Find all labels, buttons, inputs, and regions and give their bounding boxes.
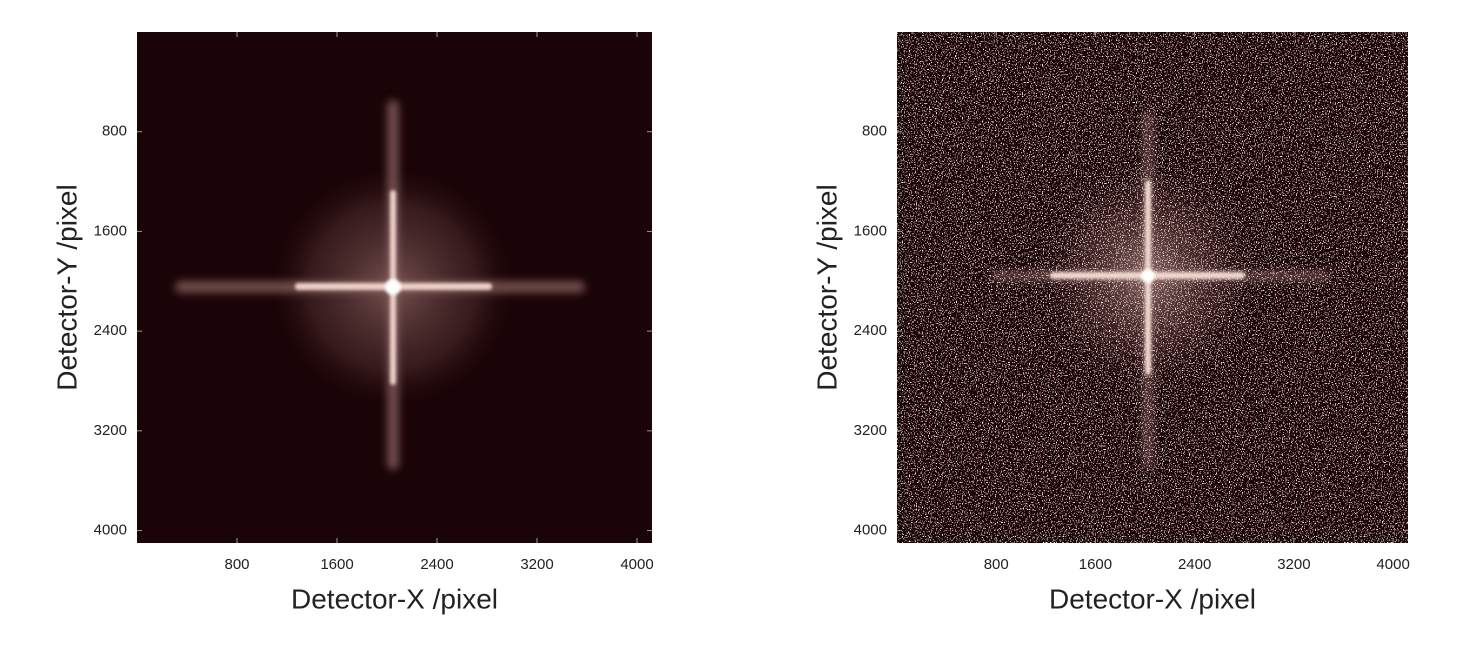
x-tick-label: 800 bbox=[984, 556, 1009, 573]
y-axis-label: Detector-Y /pixel bbox=[51, 184, 82, 390]
y-tick-label: 4000 bbox=[94, 522, 127, 539]
y-tick-label: 3200 bbox=[94, 422, 127, 439]
x-tick-label: 1600 bbox=[1079, 556, 1112, 573]
y-tick-label: 4000 bbox=[854, 522, 887, 539]
x-axis-label: Detector-X /pixel bbox=[1049, 583, 1256, 614]
y-tick-label: 3200 bbox=[854, 422, 887, 439]
x-tick-label: 1600 bbox=[320, 556, 353, 573]
x-tick-label: 4000 bbox=[620, 556, 653, 573]
x-axis-label: Detector-X /pixel bbox=[291, 583, 498, 614]
y-tick-label: 2400 bbox=[94, 322, 127, 339]
y-tick-label: 1600 bbox=[854, 222, 887, 239]
x-tick-label: 2400 bbox=[420, 556, 453, 573]
y-tick-label: 1600 bbox=[94, 222, 127, 239]
x-tick-label: 2400 bbox=[1178, 556, 1211, 573]
y-tick-label: 800 bbox=[102, 123, 127, 140]
y-tick-label: 2400 bbox=[854, 322, 887, 339]
y-tick-label: 800 bbox=[862, 123, 887, 140]
x-tick-label: 3200 bbox=[1277, 556, 1310, 573]
x-tick-label: 4000 bbox=[1376, 556, 1409, 573]
x-tick-label: 3200 bbox=[520, 556, 553, 573]
detector-image bbox=[137, 32, 652, 543]
y-axis-label: Detector-Y /pixel bbox=[811, 184, 842, 390]
detector-image bbox=[897, 32, 1408, 543]
x-tick-label: 800 bbox=[224, 556, 249, 573]
